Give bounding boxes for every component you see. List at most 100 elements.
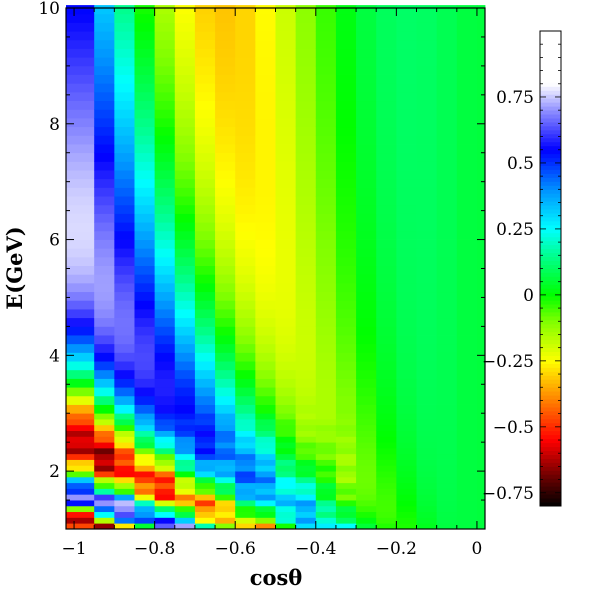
heatmap-cell: [174, 196, 196, 206]
heatmap-cell: [94, 378, 115, 388]
heatmap-cell: [476, 91, 486, 102]
heatmap-cell: [235, 161, 256, 171]
heatmap-cell: [275, 31, 297, 41]
heatmap-cell: [335, 326, 357, 336]
heatmap-cell: [154, 453, 176, 460]
heatmap-cell: [356, 404, 377, 414]
heatmap-cell: [134, 274, 156, 284]
heatmap-cell: [235, 505, 256, 513]
heatmap-cell: [476, 152, 486, 162]
heatmap-cell: [376, 204, 397, 214]
heatmap-cell: [396, 465, 417, 472]
heatmap-cell: [94, 505, 115, 513]
heatmap-cell: [174, 395, 196, 405]
heatmap-cell: [275, 152, 297, 162]
heatmap-cell: [194, 274, 216, 284]
heatmap-cell: [215, 187, 236, 197]
heatmap-cell: [476, 178, 486, 188]
heatmap-cell: [114, 187, 135, 197]
heatmap-cell: [154, 369, 176, 379]
heatmap-cell: [255, 378, 276, 388]
heatmap-cell: [456, 300, 478, 310]
heatmap-cell: [255, 291, 276, 301]
heatmap-cell: [376, 65, 397, 75]
heatmap-cell: [255, 126, 276, 136]
heatmap-cell: [215, 161, 236, 171]
heatmap-cell: [134, 442, 156, 449]
heatmap-cell: [376, 447, 397, 455]
heatmap-cell: [436, 291, 458, 301]
heatmap-cell: [235, 453, 256, 460]
heatmap-cell: [255, 65, 276, 75]
heatmap-cell: [295, 482, 317, 489]
heatmap-cell: [154, 505, 176, 513]
heatmap-cell: [456, 442, 478, 449]
heatmap-cell: [255, 31, 276, 41]
heatmap-cell: [335, 517, 357, 524]
colorbar-segment: [540, 244, 561, 250]
heatmap-cell: [275, 369, 297, 379]
heatmap-cell: [416, 117, 438, 128]
heatmap-cell: [94, 282, 115, 293]
heatmap-cell: [476, 335, 486, 345]
colorbar-segment: [540, 454, 561, 459]
heatmap-cell: [396, 22, 417, 32]
heatmap-cell: [154, 352, 176, 362]
heatmap-cell: [356, 494, 377, 501]
heatmap-cell: [275, 343, 297, 353]
heatmap-cell: [194, 419, 216, 426]
heatmap-cell: [235, 109, 256, 119]
heatmap-cell: [396, 352, 417, 362]
heatmap-cell: [154, 413, 176, 420]
heatmap-cell: [456, 343, 478, 353]
heatmap-cell: [194, 161, 216, 171]
colorbar-segment: [540, 221, 561, 226]
heatmap-cell: [194, 31, 216, 41]
colorbar-segment: [540, 74, 561, 79]
heatmap-cell: [335, 39, 357, 49]
x-tick-label: −0.6: [215, 539, 256, 559]
heatmap-cell: [66, 187, 95, 197]
heatmap-cell: [194, 91, 216, 102]
colorbar-segment: [540, 232, 561, 238]
heatmap-cell: [174, 152, 196, 162]
colorbar-segment: [540, 114, 561, 119]
heatmap-cell: [456, 505, 478, 513]
heatmap-cell: [66, 335, 95, 345]
heatmap-cell: [295, 222, 317, 232]
heatmap-cell: [154, 523, 176, 530]
heatmap-cell: [356, 523, 377, 530]
heatmap-cell: [396, 83, 417, 93]
heatmap-cell: [255, 488, 276, 495]
heatmap-cell: [235, 494, 256, 501]
heatmap-cell: [66, 465, 95, 472]
heatmap-cell: [154, 100, 176, 110]
heatmap-cell: [315, 505, 337, 513]
heatmap-cell: [194, 152, 216, 162]
heatmap-cell: [476, 74, 486, 84]
heatmap-cell: [174, 419, 196, 426]
heatmap-cell: [134, 430, 156, 437]
heatmap-cell: [275, 178, 297, 188]
heatmap-cell: [174, 31, 196, 41]
heatmap-cell: [315, 135, 337, 145]
heatmap-cell: [315, 309, 337, 319]
heatmap-cell: [376, 505, 397, 513]
heatmap-cell: [335, 248, 357, 258]
heatmap-cell: [114, 430, 135, 437]
heatmap-cell: [114, 239, 135, 249]
heatmap-cell: [194, 517, 216, 524]
heatmap-cell: [356, 204, 377, 214]
heatmap-cell: [356, 152, 377, 162]
heatmap-cell: [396, 395, 417, 405]
heatmap-cell: [215, 352, 236, 362]
heatmap-cell: [114, 352, 135, 362]
heatmap-cell: [416, 213, 438, 223]
heatmap-cell: [335, 442, 357, 449]
heatmap-cell: [215, 343, 236, 353]
heatmap-cell: [335, 482, 357, 489]
heatmap-cell: [134, 471, 156, 478]
heatmap-cell: [295, 453, 317, 460]
heatmap-cell: [295, 248, 317, 258]
